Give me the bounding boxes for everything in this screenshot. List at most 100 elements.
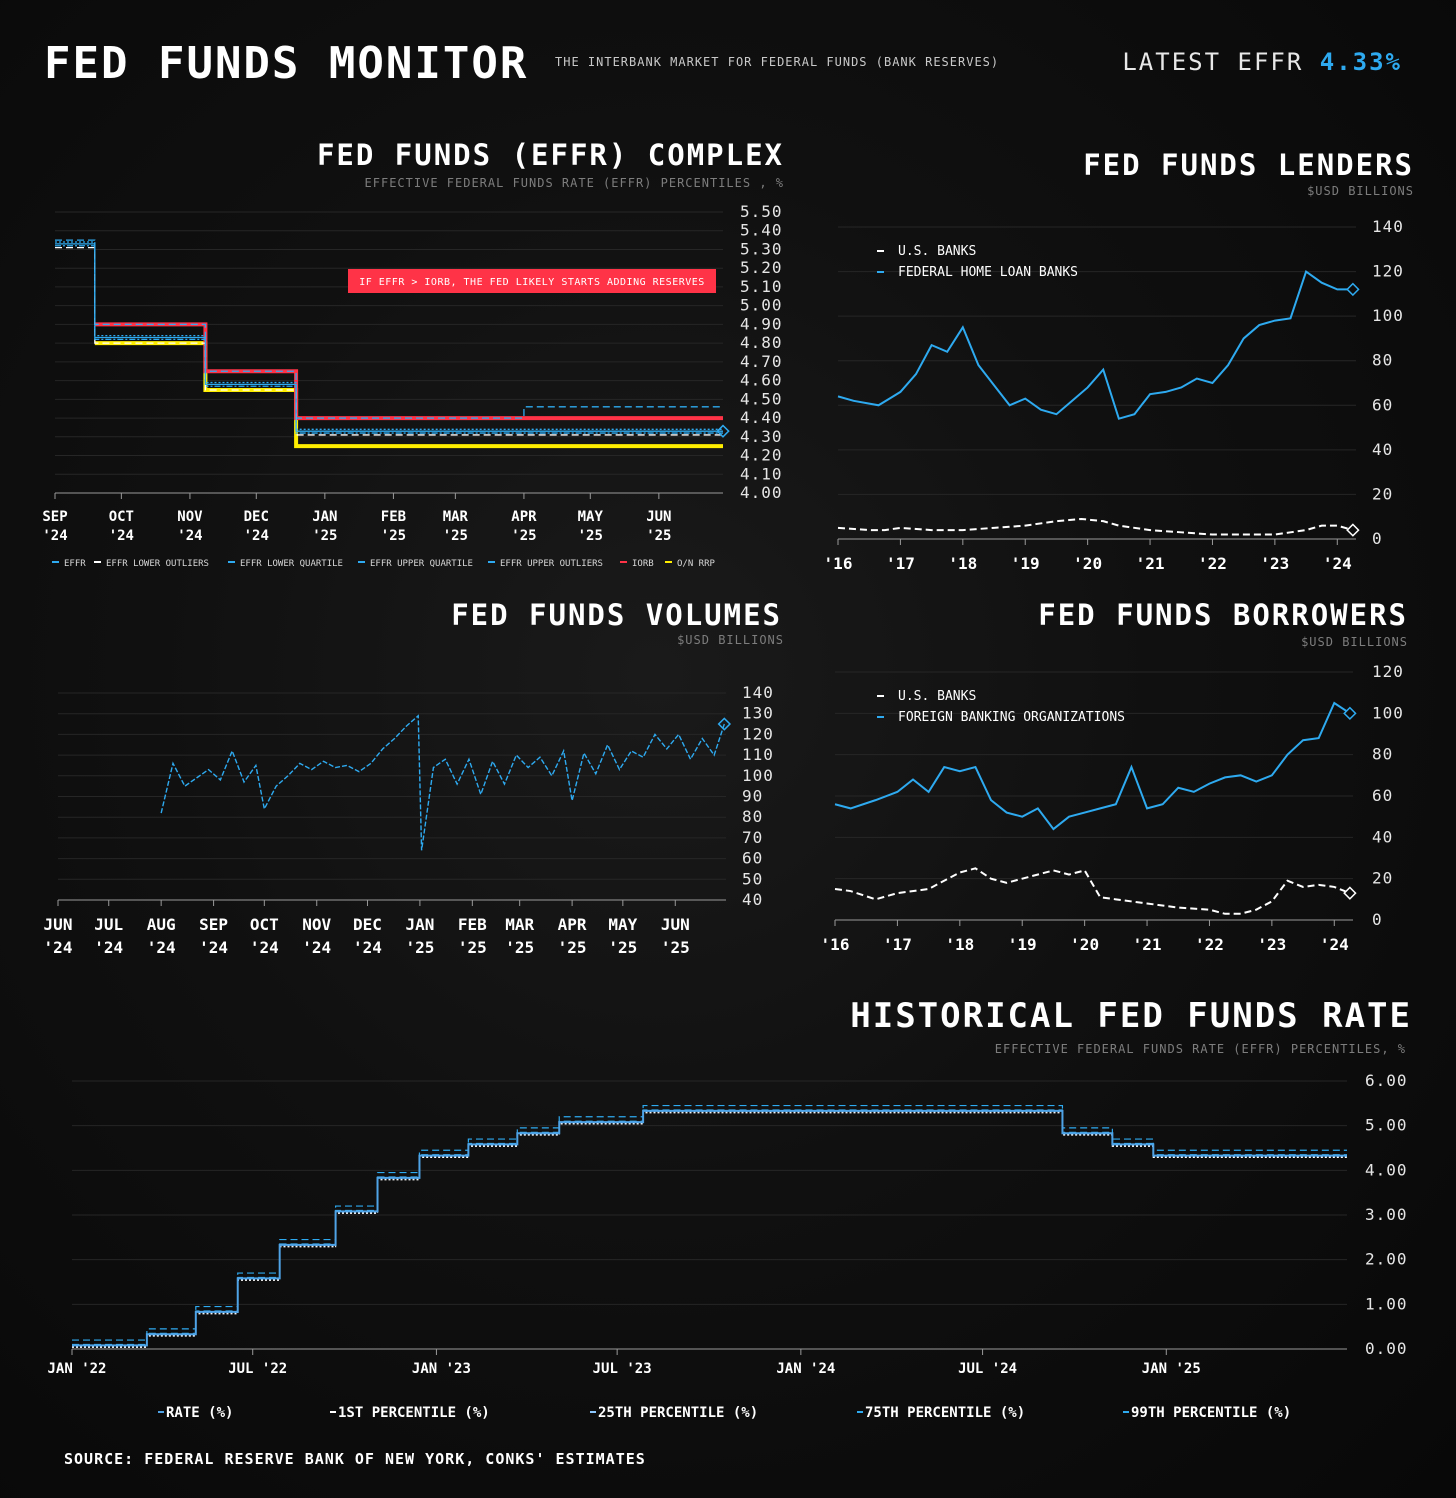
series-line-1st-percentile- — [72, 1112, 1347, 1348]
x-tick-sublabel: '25 — [511, 528, 536, 544]
latest-marker — [717, 717, 732, 731]
y-tick-label: 6.00 — [1365, 1071, 1408, 1090]
y-tick-label: 5.10 — [740, 277, 783, 296]
y-tick-label: 120 — [1372, 662, 1404, 681]
x-tick-sublabel: '25 — [405, 938, 434, 957]
y-tick-label: 4.60 — [740, 371, 783, 390]
x-tick-label: JUL '22 — [228, 1361, 287, 1377]
x-tick-label: NOV — [302, 915, 331, 934]
historical-subtitle: EFFECTIVE FEDERAL FUNDS RATE (EFFR) PERC… — [994, 1042, 1406, 1056]
y-tick-label: 4.90 — [740, 314, 783, 333]
legend-label: EFFR UPPER OUTLIERS — [500, 559, 603, 569]
x-tick-label: '17 — [886, 554, 915, 573]
y-tick-label: 3.00 — [1365, 1205, 1408, 1224]
x-tick-label: JAN '25 — [1142, 1361, 1201, 1377]
y-tick-label: 40 — [1372, 827, 1393, 846]
legend-label: FEDERAL HOME LOAN BANKS — [898, 265, 1078, 280]
x-tick-label: MAY — [578, 509, 604, 525]
volumes-title: FED FUNDS VOLUMES — [451, 598, 782, 632]
y-tick-label: 120 — [742, 724, 774, 743]
y-tick-label: 140 — [1372, 217, 1404, 236]
legend-label: O/N RRP — [677, 559, 716, 569]
x-tick-label: '23 — [1257, 935, 1286, 954]
source-note: SOURCE: FEDERAL RESERVE BANK OF NEW YORK… — [64, 1450, 646, 1468]
page-subtitle: THE INTERBANK MARKET FOR FEDERAL FUNDS (… — [555, 55, 1000, 69]
x-tick-sublabel: '25 — [381, 528, 406, 544]
legend-label: EFFR UPPER QUARTILE — [370, 559, 473, 569]
borrowers-subtitle: $USD BILLIONS — [1301, 635, 1408, 649]
x-tick-sublabel: '25 — [578, 528, 603, 544]
x-tick-label: JUL — [94, 915, 123, 934]
x-tick-label: NOV — [177, 509, 203, 525]
y-tick-label: 40 — [742, 890, 763, 909]
y-tick-label: 4.30 — [740, 427, 783, 446]
y-tick-label: 110 — [742, 745, 774, 764]
y-tick-label: 130 — [742, 704, 774, 723]
x-tick-label: '21 — [1136, 554, 1165, 573]
x-tick-sublabel: '25 — [661, 938, 690, 957]
y-tick-label: 4.00 — [740, 483, 783, 502]
series-line-o-n-rrp — [94, 341, 723, 449]
x-tick-label: DEC — [244, 509, 269, 525]
y-tick-label: 0 — [1372, 910, 1383, 929]
latest-marker — [1346, 282, 1360, 297]
legend-label: EFFR LOWER OUTLIERS — [106, 559, 209, 569]
y-tick-label: 5.40 — [740, 221, 783, 240]
x-tick-label: '22 — [1198, 554, 1227, 573]
x-tick-label: JUN — [44, 915, 73, 934]
page-title: FED FUNDS MONITOR — [44, 38, 529, 89]
y-tick-label: 140 — [742, 683, 774, 702]
legend-label: 99TH PERCENTILE (%) — [1131, 1405, 1291, 1421]
x-tick-sublabel: '24 — [177, 528, 202, 544]
x-tick-label: SEP — [199, 915, 228, 934]
x-tick-label: OCT — [109, 509, 134, 525]
x-tick-sublabel: '25 — [443, 528, 468, 544]
series-line-foreign-banking-organizations — [834, 701, 1351, 831]
y-tick-label: 40 — [1372, 440, 1393, 459]
x-tick-label: FEB — [458, 915, 487, 934]
x-tick-sublabel: '25 — [312, 528, 337, 544]
x-tick-label: '20 — [1070, 935, 1099, 954]
x-tick-label: JAN — [405, 915, 434, 934]
series-line-rate- — [72, 1109, 1347, 1347]
x-tick-sublabel: '24 — [44, 938, 73, 957]
x-tick-label: JUN — [646, 509, 671, 525]
x-tick-label: '22 — [1195, 935, 1224, 954]
latest-effr-value: 4.33% — [1319, 48, 1402, 76]
x-tick-sublabel: '24 — [147, 938, 176, 957]
series-line-effr — [55, 243, 723, 432]
latest-effr-label: LATEST EFFR — [1122, 48, 1304, 76]
x-tick-sublabel: '24 — [353, 938, 382, 957]
latest-marker — [1346, 523, 1360, 537]
y-tick-label: 90 — [742, 787, 763, 806]
y-tick-label: 0.00 — [1365, 1339, 1408, 1358]
y-tick-label: 60 — [742, 849, 763, 868]
x-tick-label: '24 — [1320, 935, 1349, 954]
y-tick-label: 4.80 — [740, 333, 783, 352]
series-line-99th-percentile- — [72, 1104, 1347, 1341]
y-tick-label: 100 — [1372, 703, 1404, 722]
y-tick-label: 5.20 — [740, 258, 783, 277]
annotation-box — [348, 269, 716, 293]
x-tick-label: JAN '24 — [776, 1361, 835, 1377]
series-line-75th-percentile- — [72, 1109, 1347, 1346]
x-tick-sublabel: '24 — [244, 528, 269, 544]
x-tick-label: APR — [511, 509, 537, 525]
x-tick-label: '16 — [821, 935, 850, 954]
series-line-volume — [160, 714, 725, 851]
x-tick-sublabel: '25 — [458, 938, 487, 957]
x-tick-sublabel: '24 — [42, 528, 67, 544]
y-tick-label: 50 — [742, 869, 763, 888]
x-tick-label: '18 — [945, 935, 974, 954]
latest-marker — [1343, 886, 1357, 900]
legend-label: FOREIGN BANKING ORGANIZATIONS — [898, 710, 1125, 725]
x-tick-sublabel: '25 — [558, 938, 587, 957]
x-tick-label: '23 — [1260, 554, 1289, 573]
y-tick-label: 80 — [742, 807, 763, 826]
x-tick-label: MAY — [608, 915, 637, 934]
y-tick-label: 0 — [1372, 529, 1383, 548]
x-tick-sublabel: '25 — [646, 528, 671, 544]
legend-label: U.S. BANKS — [898, 689, 976, 704]
x-tick-label: '19 — [1008, 935, 1037, 954]
